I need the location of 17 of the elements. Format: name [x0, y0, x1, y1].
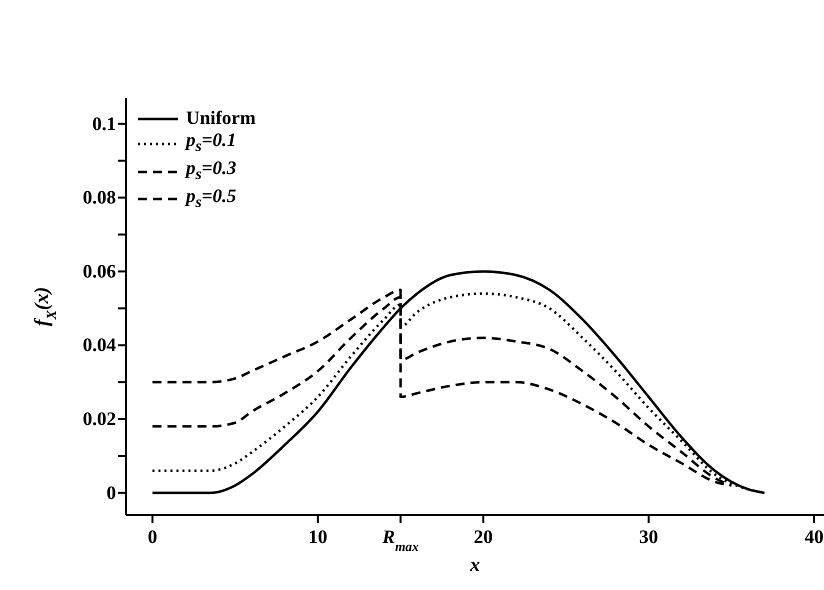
y-tick-label: 0.08: [82, 188, 116, 209]
legend-label: p$_{s}$=0.1: [186, 130, 236, 157]
x-axis-title: x: [469, 554, 480, 576]
legend-label: Uniform: [186, 108, 256, 130]
legend-label: p$_{s}$=0.3: [186, 158, 236, 185]
y-tick-label: 0.06: [82, 261, 116, 282]
y-tick-label: 0.1: [92, 114, 116, 135]
legend-label: p$_{s}$=0.5: [186, 186, 236, 212]
x-tick-label: 0: [148, 527, 158, 548]
y-tick-label: 0.02: [82, 409, 116, 430]
x-tick-label: R$_{max}$: [381, 527, 420, 554]
x-tick-label: 20: [474, 527, 493, 548]
y-tick-label: 0.04: [82, 335, 116, 356]
x-tick-label: 30: [639, 527, 658, 548]
y-tick-label: 0: [106, 482, 116, 504]
x-tick-label: 10: [308, 527, 328, 548]
x-tick-label: 40: [804, 527, 824, 548]
